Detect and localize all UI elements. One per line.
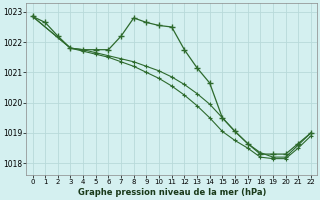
X-axis label: Graphe pression niveau de la mer (hPa): Graphe pression niveau de la mer (hPa): [77, 188, 266, 197]
